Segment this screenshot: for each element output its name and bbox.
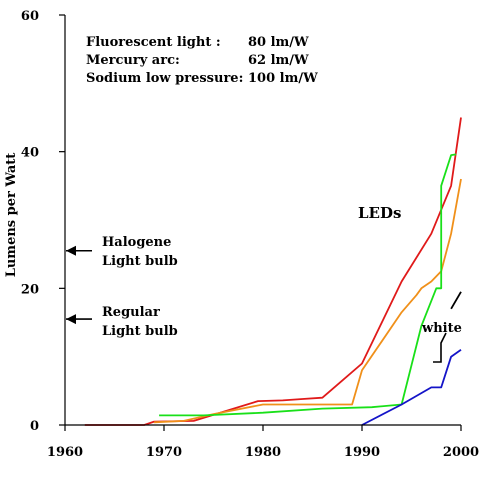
- series-line-blue: [361, 349, 462, 426]
- info-box: Fluorescent light : 80 lm/W Mercury arc:…: [86, 35, 318, 86]
- y-tick-label: 0: [30, 419, 39, 434]
- white-pointer-bracket: [433, 332, 447, 363]
- x-tick-label: 1960: [47, 445, 83, 460]
- series-line-orange: [154, 178, 462, 424]
- info-value-fluorescent: 80 lm/W: [248, 35, 309, 50]
- y-tick-label: 20: [21, 282, 39, 297]
- regular-label-line2: Light bulb: [102, 324, 178, 339]
- series-line-red: [84, 117, 462, 426]
- white-label: white: [421, 321, 462, 336]
- leds-label: LEDs: [358, 204, 401, 222]
- regular-arrow: [66, 314, 92, 325]
- info-value-sodium: 100 lm/W: [248, 71, 318, 86]
- x-tick-label: 1970: [146, 445, 182, 460]
- regular-label-line1: Regular: [102, 305, 160, 320]
- halogen-label-line2: Light bulb: [102, 254, 178, 269]
- halogen-arrow: [66, 245, 92, 256]
- info-label-mercury: Mercury arc:: [86, 53, 180, 68]
- series-line-black: [450, 291, 462, 310]
- info-value-mercury: 62 lm/W: [248, 53, 309, 68]
- x-tick-label: 1990: [344, 445, 380, 460]
- info-label-fluorescent: Fluorescent light :: [86, 35, 221, 50]
- y-tick-label: 40: [21, 146, 39, 161]
- y-tick-label: 60: [21, 9, 39, 24]
- series-line-green: [159, 153, 457, 417]
- halogen-label-line1: Halogene: [102, 235, 171, 250]
- y-axis-label: Lumens per Watt: [4, 153, 19, 278]
- x-tick-label: 2000: [443, 445, 479, 460]
- info-label-sodium: Sodium low pressure:: [86, 71, 243, 86]
- x-tick-label: 1980: [245, 445, 281, 460]
